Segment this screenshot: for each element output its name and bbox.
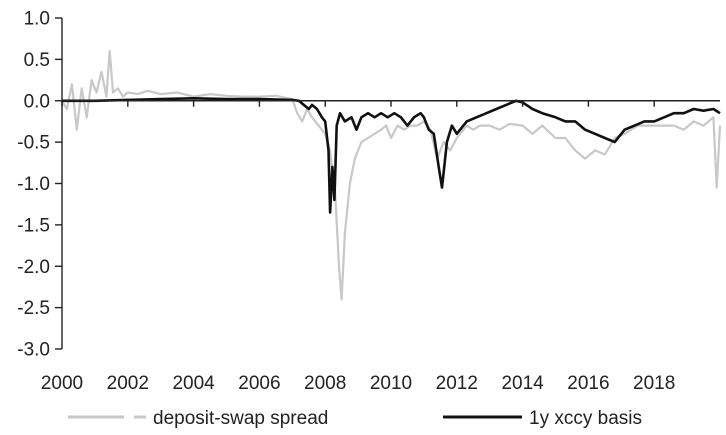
- x-tick-label: 2006: [238, 373, 280, 394]
- x-tick-label: 2004: [172, 373, 215, 394]
- series-line-deposit-swap-spread: [61, 49, 722, 301]
- y-tick-label: 1.0: [24, 9, 50, 30]
- axes: 1.0 0.5 0.0 -0.5 -1.0 -1.5 -2.0 -2.5 -3.0 2000 200…: [17, 9, 720, 394]
- x-tick-label: 2008: [304, 373, 346, 394]
- x-tick-label: 2000: [41, 373, 83, 394]
- x-tick-label: 2014: [501, 373, 544, 394]
- x-tick-label: 2016: [567, 373, 609, 394]
- y-tick-label: -1.5: [17, 215, 50, 236]
- x-tick-label: 2018: [633, 373, 675, 394]
- x-tick-label: 2012: [436, 373, 478, 394]
- plot-area: [61, 49, 722, 301]
- x-tick-label: 2010: [370, 373, 412, 394]
- series-line-1y-xccy-basis: [62, 97, 721, 214]
- legend-label-deposit-swap-spread: deposit-swap spread: [153, 408, 328, 429]
- y-tick-label: -3.0: [17, 340, 50, 361]
- y-tick-label: -0.5: [17, 133, 50, 154]
- legend-label-1y-xccy-basis: 1y xccy basis: [529, 408, 642, 429]
- y-tick-label: -2.5: [17, 298, 50, 319]
- x-tick-label: 2002: [107, 373, 149, 394]
- legend: deposit-swap spread 1y xccy basis: [68, 408, 642, 429]
- y-tick-label: 0.5: [24, 50, 50, 71]
- y-tick-label: -1.0: [17, 174, 50, 195]
- y-tick-label: -2.0: [17, 257, 50, 278]
- y-tick-label: 0.0: [24, 91, 50, 112]
